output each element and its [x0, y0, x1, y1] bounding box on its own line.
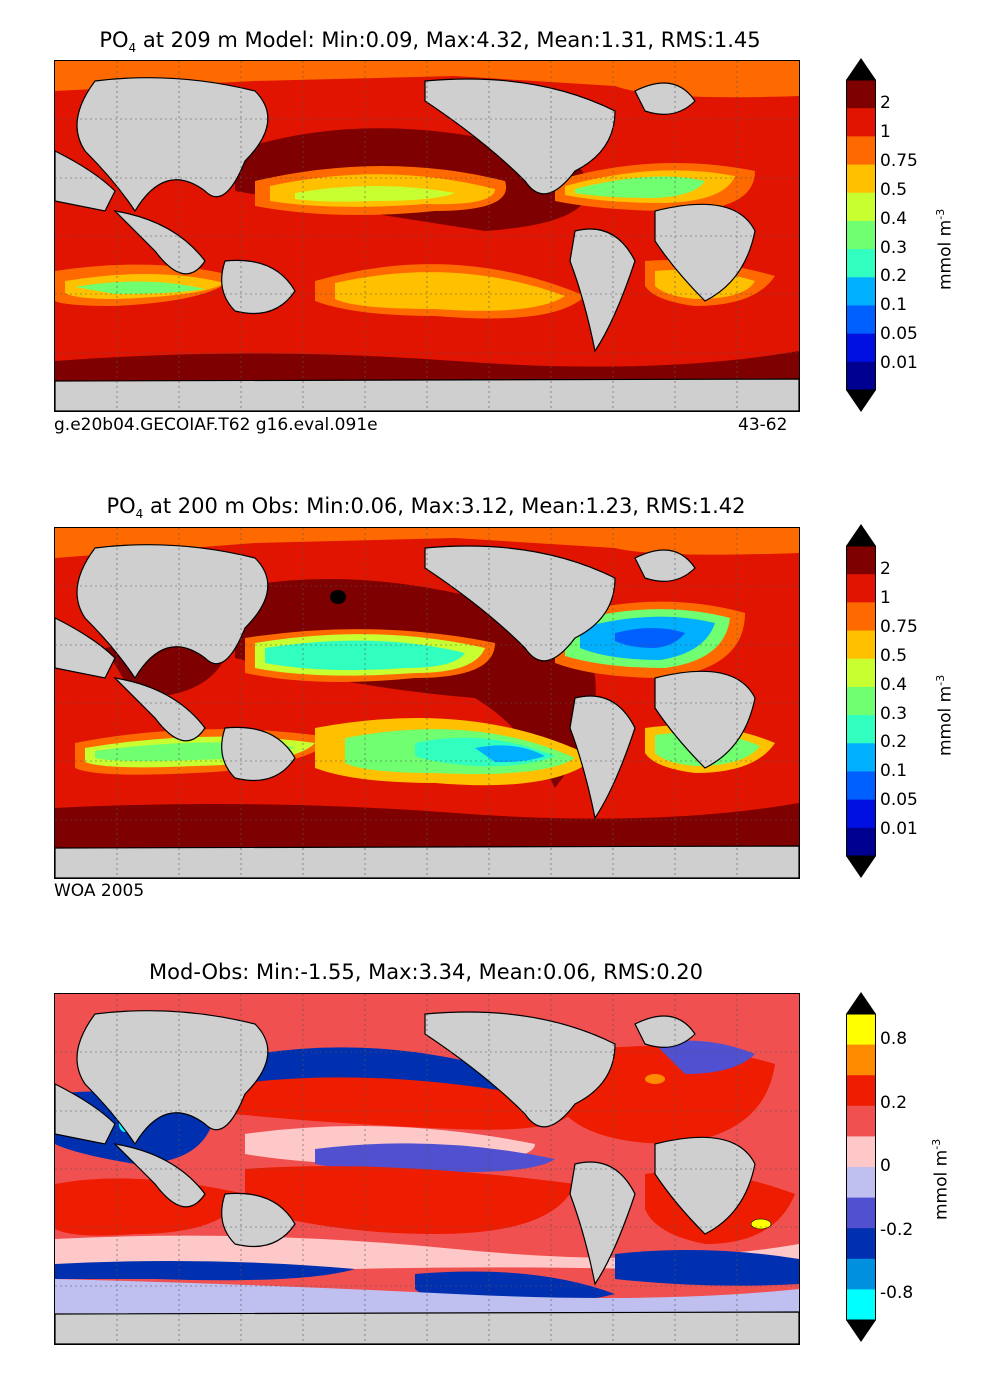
colorbar-swatch: [846, 1167, 876, 1199]
colorbar-tick-label: 2: [880, 559, 891, 579]
colorbar-swatch: [846, 658, 876, 688]
model-caption-left: g.e20b04.GECOIAF.T62 g16.eval.091e: [54, 415, 378, 435]
colorbar-swatch: [846, 108, 876, 137]
colorbar-tick-label: -0.8: [880, 1283, 914, 1303]
colorbar-swatch: [846, 1136, 876, 1168]
colorbar-tick-label: 0.2: [880, 732, 908, 753]
colorbar-tick-label: 0.75: [880, 150, 918, 171]
colorbar-swatch: [846, 249, 876, 278]
colorbar-tick-label: 0.5: [880, 179, 908, 200]
colorbar-swatch: [846, 686, 876, 716]
diff-title: Mod-Obs: Min:-1.55, Max:3.34, Mean:0.06,…: [149, 960, 703, 984]
colorbar-tick-label: 0.2: [880, 1092, 908, 1113]
colorbar-tick-label: 0: [880, 1156, 891, 1176]
colorbar-swatch: [846, 220, 876, 250]
colorbar-swatch: [846, 1105, 876, 1137]
colorbar-tick-label: 0.8: [880, 1029, 908, 1049]
model-colorbar: [846, 58, 876, 416]
colorbar-swatch: [846, 602, 876, 632]
colorbar-swatch: [846, 1289, 876, 1321]
colorbar-swatch: [846, 715, 876, 744]
colorbar-swatch: [846, 1014, 876, 1046]
colorbar-tick-label: 0.4: [880, 208, 908, 229]
colorbar-swatch: [846, 136, 876, 166]
model-colorbar-label: mmol m-3: [934, 208, 956, 290]
colorbar-tick-label: 0.5: [880, 645, 908, 666]
colorbar-tick-label: 0.01: [880, 819, 918, 840]
colorbar-swatch: [846, 771, 876, 801]
colorbar-swatch: [846, 546, 876, 575]
colorbar-tick-label: 0.05: [880, 324, 918, 345]
model-map: [54, 60, 800, 412]
colorbar-tick-label: 0.05: [880, 790, 918, 811]
colorbar-swatch: [846, 1197, 876, 1229]
colorbar-swatch: [846, 305, 876, 335]
colorbar-swatch: [846, 277, 876, 306]
diff-colorbar-label: mmol m-3: [930, 1138, 952, 1220]
colorbar-swatch: [846, 799, 876, 829]
colorbar-tick-label: 0.1: [880, 761, 908, 782]
colorbar-tick-label: 1: [880, 121, 891, 142]
colorbar-swatch: [846, 1044, 876, 1076]
colorbar-tick-label: 0.4: [880, 674, 908, 695]
model-title: PO4 at 209 m Model: Min:0.09, Max:4.32, …: [99, 28, 761, 56]
colorbar-swatch: [846, 574, 876, 603]
diff-map: [54, 993, 800, 1345]
colorbar-swatch: [846, 630, 876, 660]
colorbar-tick-label: 0.2: [880, 266, 908, 287]
colorbar-swatch: [846, 743, 876, 772]
obs-colorbar: [846, 524, 876, 882]
obs-map: [54, 527, 800, 879]
obs-title: PO4 at 200 m Obs: Min:0.06, Max:3.12, Me…: [106, 494, 746, 522]
colorbar-tick-label: -0.2: [880, 1219, 914, 1240]
colorbar-tick-label: 0.1: [880, 295, 908, 316]
obs-caption-left: WOA 2005: [54, 881, 145, 901]
colorbar-swatch: [846, 164, 876, 194]
colorbar-swatch: [846, 80, 876, 109]
colorbar-swatch: [846, 1258, 876, 1290]
colorbar-tick-label: 0.75: [880, 616, 918, 637]
colorbar-tick-label: 1: [880, 587, 891, 608]
model-caption-right: 43-62: [738, 415, 788, 435]
colorbar-swatch: [846, 1228, 876, 1260]
colorbar-swatch: [846, 361, 876, 391]
colorbar-swatch: [846, 333, 876, 363]
colorbar-swatch: [846, 1075, 876, 1107]
obs-colorbar-label: mmol m-3: [934, 674, 956, 756]
diff-colorbar: [846, 992, 876, 1346]
colorbar-swatch: [846, 827, 876, 857]
colorbar-tick-label: 2: [880, 93, 891, 113]
colorbar-tick-label: 0.3: [880, 237, 908, 258]
colorbar-tick-label: 0.01: [880, 353, 918, 374]
colorbar-swatch: [846, 192, 876, 222]
colorbar-tick-label: 0.3: [880, 703, 908, 724]
